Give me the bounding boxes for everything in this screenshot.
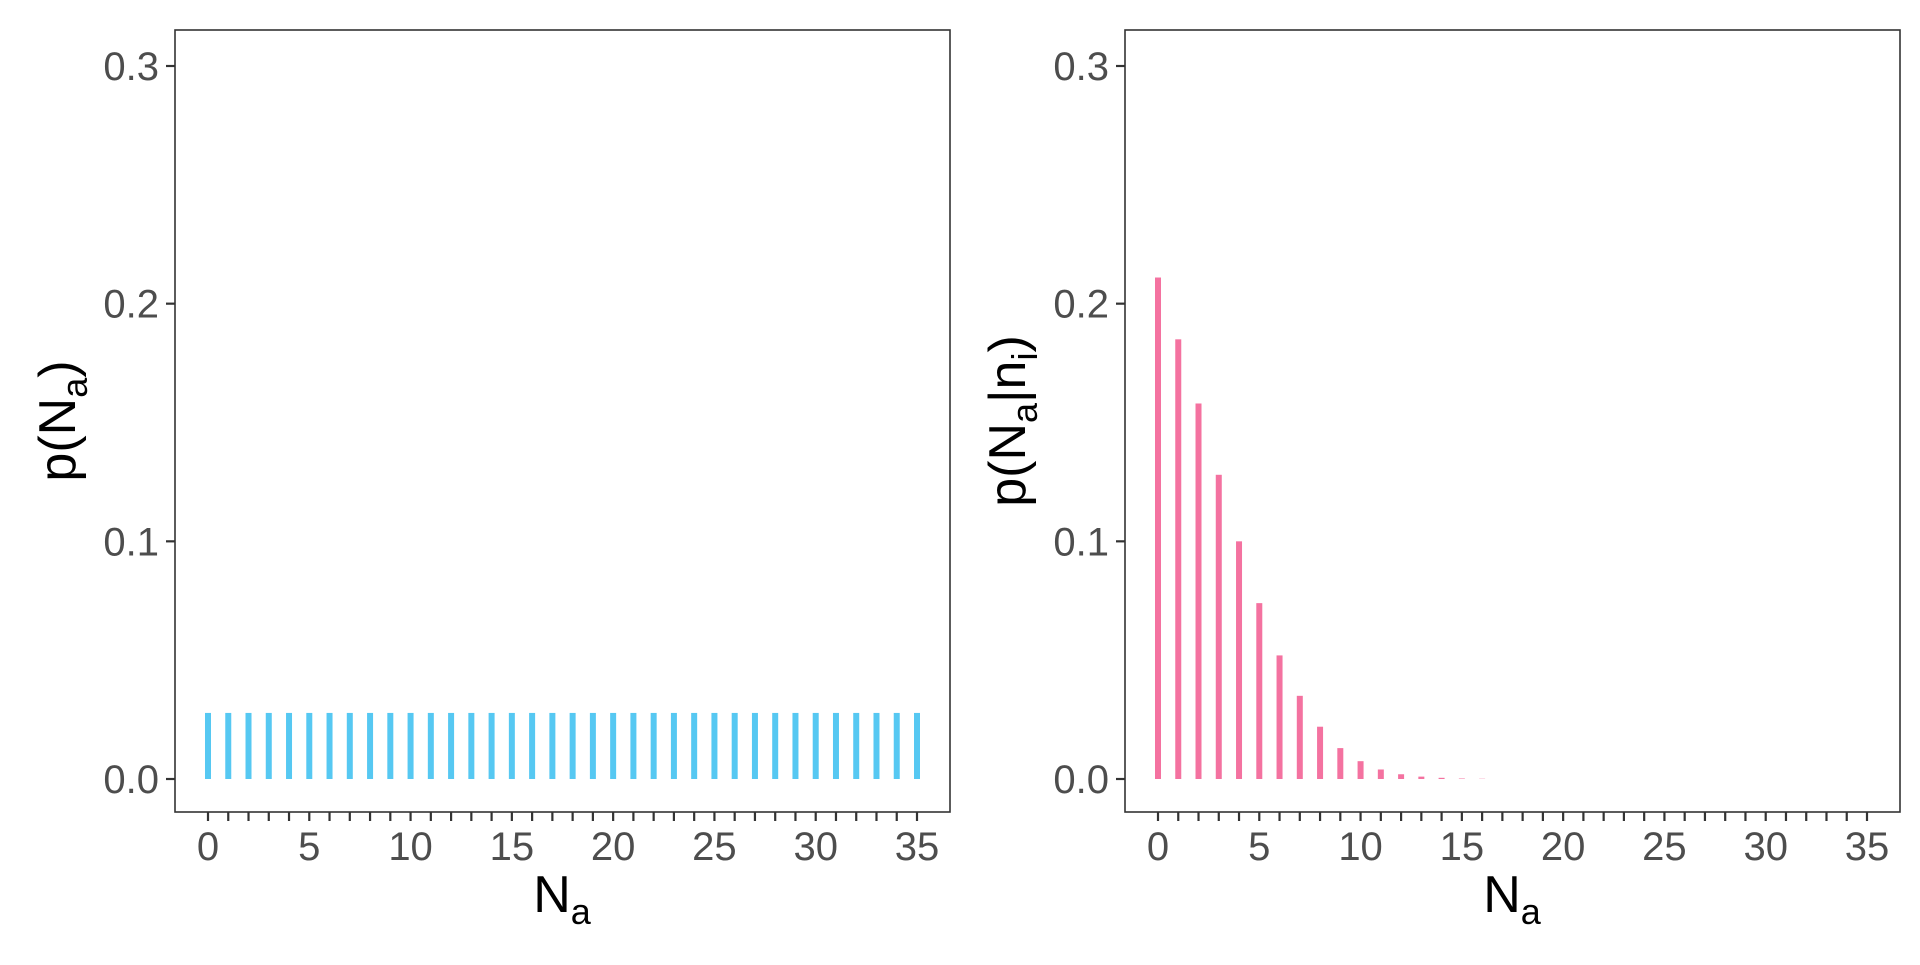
right-x-tick-label: 35 <box>1845 825 1890 869</box>
left-y-tick-label: 0.2 <box>103 283 159 327</box>
left-bar-33 <box>873 713 879 779</box>
right-x-tick-label: 25 <box>1642 825 1687 869</box>
right-x-axis-title: Na <box>1483 866 1542 932</box>
left-y-axis-title: p(Na) <box>29 360 95 481</box>
left-bar-12 <box>448 713 454 779</box>
left-bar-24 <box>691 713 697 779</box>
left-panel: 0.0 0.1 0.2 0.3 0 5 10 15 20 25 30 35 Na p(Na) <box>29 30 950 932</box>
left-bar-26 <box>732 713 738 779</box>
right-bar-10 <box>1358 761 1364 779</box>
left-bar-32 <box>853 713 859 779</box>
right-y-tick-label: 0.2 <box>1053 283 1109 327</box>
right-panel: 0.0 0.1 0.2 0.3 0 5 10 15 20 25 30 35 Na p(Na|ni) <box>979 30 1900 932</box>
right-bar-5 <box>1256 603 1262 779</box>
right-y-tick-label: 0.3 <box>1053 45 1109 89</box>
left-bar-7 <box>347 713 353 779</box>
left-x-tick-label: 35 <box>895 825 940 869</box>
right-x-tick-label: 5 <box>1248 825 1270 869</box>
right-x-tick-label: 10 <box>1338 825 1383 869</box>
right-bar-12 <box>1398 774 1404 779</box>
left-y-tick-label: 0.1 <box>103 520 159 564</box>
right-x-tick-label: 30 <box>1743 825 1788 869</box>
right-bar-14 <box>1439 778 1445 779</box>
right-y-tick-label: 0.0 <box>1053 758 1109 802</box>
right-bar-8 <box>1317 727 1323 779</box>
left-x-tick-label: 20 <box>591 825 636 869</box>
right-bar-4 <box>1236 541 1242 779</box>
left-bar-3 <box>266 713 272 779</box>
right-bar-13 <box>1418 777 1424 779</box>
left-bar-9 <box>387 713 393 779</box>
left-bar-22 <box>651 713 657 779</box>
left-bar-30 <box>813 713 819 779</box>
right-y-axis: 0.0 0.1 0.2 0.3 <box>1053 45 1125 802</box>
left-bar-18 <box>570 713 576 779</box>
left-bar-27 <box>752 713 758 779</box>
right-bar-7 <box>1297 696 1303 779</box>
left-bar-14 <box>489 713 495 779</box>
right-y-axis-title: p(Na|ni) <box>979 335 1045 507</box>
right-bar-11 <box>1378 769 1384 779</box>
left-y-axis: 0.0 0.1 0.2 0.3 <box>103 45 175 802</box>
right-x-axis: 0 5 10 15 20 25 30 35 <box>1147 812 1889 869</box>
left-bar-31 <box>833 713 839 779</box>
right-y-tick-label: 0.1 <box>1053 520 1109 564</box>
right-x-tick-label: 20 <box>1541 825 1586 869</box>
left-bar-2 <box>246 713 252 779</box>
left-y-tick-label: 0.3 <box>103 45 159 89</box>
left-bar-25 <box>711 713 717 779</box>
left-bar-21 <box>630 713 636 779</box>
left-bar-35 <box>914 713 920 779</box>
left-x-tick-label: 0 <box>197 825 219 869</box>
right-bar-3 <box>1216 475 1222 779</box>
left-x-axis: 0 5 10 15 20 25 30 35 <box>197 812 939 869</box>
right-x-tick-label: 0 <box>1147 825 1169 869</box>
right-x-tick-label: 15 <box>1440 825 1485 869</box>
left-bar-17 <box>549 713 555 779</box>
left-bar-5 <box>306 713 312 779</box>
left-bar-16 <box>529 713 535 779</box>
right-bar-1 <box>1175 339 1181 779</box>
left-bar-1 <box>225 713 231 779</box>
left-panel-border <box>175 30 950 812</box>
right-bar-6 <box>1277 655 1283 779</box>
left-bar-29 <box>792 713 798 779</box>
left-bar-20 <box>610 713 616 779</box>
left-x-tick-label: 30 <box>793 825 838 869</box>
left-bar-0 <box>205 713 211 779</box>
left-x-tick-label: 15 <box>490 825 535 869</box>
right-bar-9 <box>1337 748 1343 779</box>
left-bar-19 <box>590 713 596 779</box>
left-bar-23 <box>671 713 677 779</box>
left-bar-15 <box>509 713 515 779</box>
left-bar-4 <box>286 713 292 779</box>
left-x-axis-title: Na <box>533 866 592 932</box>
right-bar-0 <box>1155 278 1161 779</box>
left-bar-10 <box>408 713 414 779</box>
left-bar-34 <box>894 713 900 779</box>
left-y-tick-label: 0.0 <box>103 758 159 802</box>
left-bar-11 <box>428 713 434 779</box>
left-bar-6 <box>327 713 333 779</box>
right-bar-2 <box>1196 403 1202 779</box>
left-bar-8 <box>367 713 373 779</box>
left-bar-28 <box>772 713 778 779</box>
left-x-tick-label: 25 <box>692 825 737 869</box>
left-x-tick-label: 5 <box>298 825 320 869</box>
left-x-tick-label: 10 <box>388 825 433 869</box>
left-bar-13 <box>468 713 474 779</box>
